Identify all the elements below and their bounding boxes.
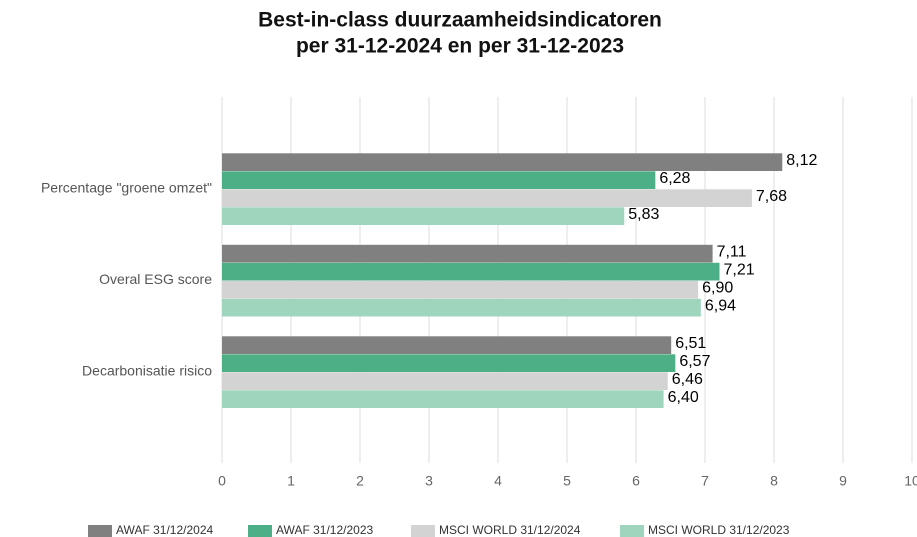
- bar: [222, 280, 699, 299]
- legend-label: AWAF 31/12/2023: [276, 523, 373, 537]
- y-tick-label: Percentage "groene omzet": [41, 180, 212, 196]
- chart-subtitle: per 31-12-2024 en per 31-12-2023: [296, 35, 624, 58]
- value-label: 7,21: [723, 262, 754, 279]
- value-label: 6,28: [659, 170, 690, 187]
- value-label: 6,90: [702, 280, 733, 297]
- bar: [222, 244, 713, 263]
- value-label: 6,46: [672, 371, 703, 388]
- value-label: 6,57: [679, 353, 710, 370]
- bar: [222, 171, 656, 189]
- legend-label: MSCI WORLD 31/12/2024: [439, 523, 581, 537]
- value-label: 5,83: [628, 206, 659, 223]
- x-tick-label: 5: [563, 473, 571, 489]
- x-tick-label: 6: [632, 473, 640, 489]
- x-tick-label: 8: [770, 473, 778, 489]
- legend-swatch: [88, 525, 112, 537]
- x-tick-label: 7: [701, 473, 709, 489]
- chart-title: Best-in-class duurzaamheidsindicatoren: [258, 9, 662, 32]
- y-tick-label: Overal ESG score: [99, 271, 212, 287]
- bar: [222, 298, 701, 317]
- value-label: 8,12: [786, 152, 817, 169]
- x-tick-label: 4: [494, 473, 502, 489]
- x-tick-label: 3: [425, 473, 433, 489]
- legend-label: AWAF 31/12/2024: [116, 523, 213, 537]
- x-tick-label: 9: [839, 473, 847, 489]
- y-tick-label: Decarbonisatie risico: [82, 363, 212, 379]
- bar: [222, 262, 720, 281]
- value-label: 6,40: [668, 389, 699, 406]
- x-tick-label: 10: [904, 473, 917, 489]
- bar: [222, 354, 676, 372]
- value-label: 6,94: [705, 298, 736, 315]
- value-label: 6,51: [675, 335, 706, 352]
- bar: [222, 390, 664, 408]
- bar: [222, 189, 752, 207]
- legend-label: MSCI WORLD 31/12/2023: [648, 523, 790, 537]
- x-tick-label: 1: [287, 473, 295, 489]
- legend-swatch: [620, 525, 644, 537]
- x-tick-label: 2: [356, 473, 364, 489]
- legend-swatch: [248, 525, 272, 537]
- value-label: 7,68: [756, 188, 787, 205]
- bar: [222, 372, 668, 390]
- bar: [222, 207, 625, 225]
- bar: [222, 153, 783, 171]
- legend-swatch: [411, 525, 435, 537]
- x-tick-label: 0: [218, 473, 226, 489]
- bar: [222, 336, 672, 354]
- value-label: 7,11: [717, 244, 747, 261]
